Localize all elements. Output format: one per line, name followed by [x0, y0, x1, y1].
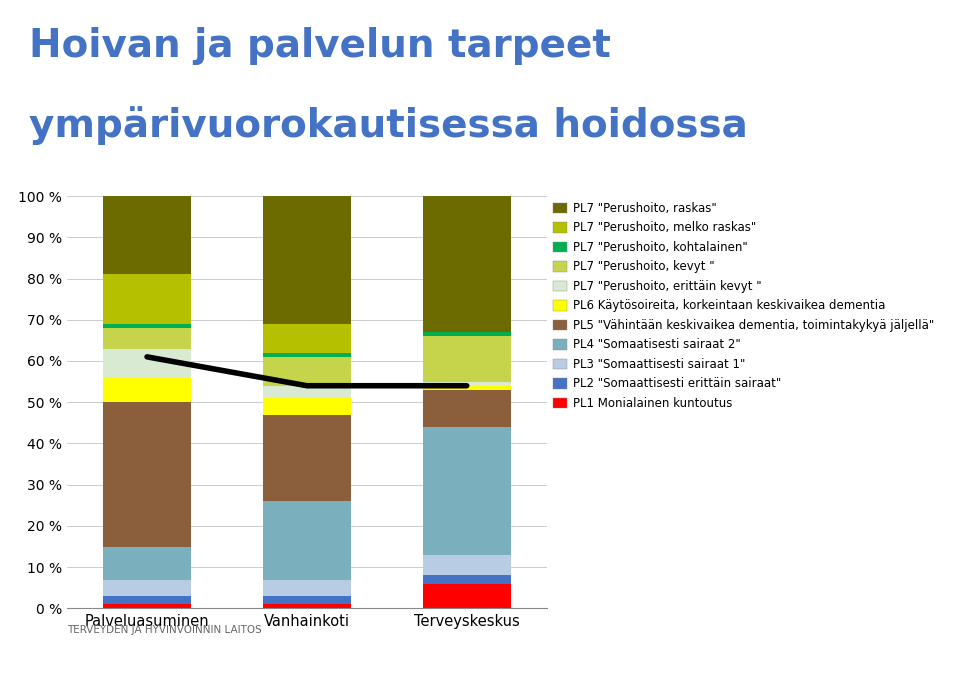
Bar — [104, 579, 191, 596]
Bar — [423, 332, 511, 336]
Text: TERVEYDEN JA HYVINVOINNIN LAITOS: TERVEYDEN JA HYVINVOINNIN LAITOS — [67, 625, 262, 635]
Bar — [263, 414, 351, 501]
Text: 11: 11 — [912, 650, 930, 665]
Bar — [263, 386, 351, 398]
Text: ympärivuorokautisessa hoidossa: ympärivuorokautisessa hoidossa — [29, 106, 747, 145]
Bar — [104, 402, 191, 546]
Bar — [263, 398, 351, 414]
Bar — [104, 196, 191, 274]
Bar — [104, 377, 191, 402]
Bar — [423, 583, 511, 608]
Bar — [263, 353, 351, 357]
Bar — [104, 324, 191, 328]
Bar — [423, 575, 511, 583]
Text: 2010-05-20: 2010-05-20 — [19, 650, 99, 665]
Legend: PL7 "Perushoito, raskas", PL7 "Perushoito, melko raskas", PL7 "Perushoito, kohta: PL7 "Perushoito, raskas", PL7 "Perushoit… — [552, 202, 934, 410]
Text: Hoivan ja palvelun tarpeet: Hoivan ja palvelun tarpeet — [29, 28, 611, 66]
Bar — [263, 501, 351, 579]
Bar — [263, 579, 351, 596]
Bar — [423, 196, 511, 332]
Bar — [104, 596, 191, 604]
Bar — [423, 336, 511, 381]
Bar — [263, 196, 351, 324]
Bar — [104, 604, 191, 608]
Bar — [263, 357, 351, 386]
Bar — [423, 386, 511, 390]
Bar — [263, 596, 351, 604]
Bar — [104, 546, 191, 579]
Bar — [423, 390, 511, 427]
Bar — [263, 324, 351, 353]
Bar — [423, 555, 511, 575]
Bar — [104, 328, 191, 349]
Bar — [104, 274, 191, 324]
Bar — [423, 427, 511, 555]
Bar — [104, 349, 191, 377]
Bar — [423, 381, 511, 386]
Text: Esityksen nimi / Tekijä: Esityksen nimi / Tekijä — [403, 650, 556, 665]
Bar — [263, 604, 351, 608]
